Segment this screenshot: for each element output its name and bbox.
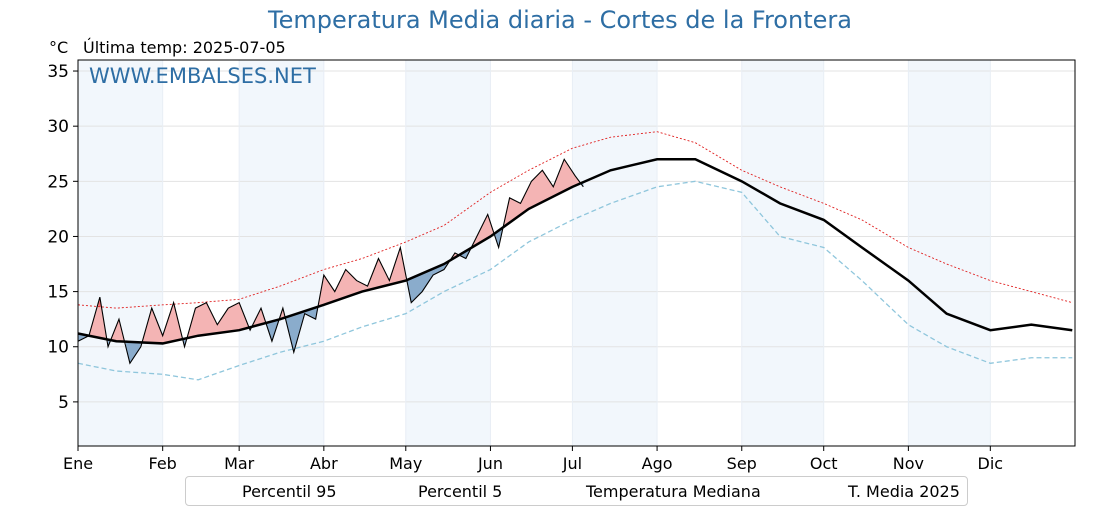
month-band: [908, 60, 991, 446]
fill-above-median: [110, 319, 125, 342]
x-tick-label: Nov: [893, 454, 924, 473]
month-band: [239, 60, 324, 446]
x-tick-label: Ago: [642, 454, 673, 473]
chart-title: Temperatura Media diaria - Cortes de la …: [268, 6, 852, 34]
y-tick-label: 15: [47, 283, 69, 303]
series-line-median: [77, 158, 1073, 345]
fill-above-median: [88, 297, 107, 340]
fill-above-median: [471, 214, 494, 248]
plot-frame: [77, 59, 1076, 447]
x-tick-label: Jul: [562, 454, 582, 473]
month-band: [741, 60, 824, 446]
y-tick-label: 35: [47, 62, 69, 82]
series-line-current: [77, 158, 584, 365]
legend-label-current: T. Media 2025: [848, 481, 960, 501]
series-line-p95: [77, 131, 1073, 309]
fill-below-median: [266, 319, 279, 342]
watermark-text: WWW.EMBALSES.NET: [89, 64, 316, 88]
y-tick-label: 30: [47, 117, 69, 137]
x-tick-label: Abr: [310, 454, 338, 473]
y-tick-label: 20: [47, 227, 69, 247]
y-unit-label: °C: [49, 38, 69, 57]
fill-above-median: [187, 302, 249, 339]
fill-above-median: [318, 247, 406, 307]
x-tick-label: Jun: [477, 454, 503, 473]
fill-above-median: [142, 302, 182, 344]
x-tick-label: Feb: [149, 454, 177, 473]
series-line-p5: [77, 180, 1073, 381]
x-tick-label: Mar: [224, 454, 255, 473]
y-tick-label: 5: [58, 393, 69, 413]
fill-above-median: [504, 159, 581, 227]
x-tick-label: Sep: [727, 454, 757, 473]
month-band: [405, 60, 491, 446]
x-tick-label: Oct: [810, 454, 838, 473]
legend-item-current: T. Media 2025: [798, 479, 960, 503]
chart-legend: Percentil 95 Percentil 5 Temperatura Med…: [185, 476, 968, 506]
y-tick-label: 25: [47, 172, 69, 192]
month-band: [572, 60, 658, 446]
legend-label-median: Temperatura Mediana: [586, 481, 761, 501]
legend-label-p5: Percentil 5: [418, 481, 503, 501]
fill-below-median: [183, 338, 186, 347]
legend-label-p95: Percentil 95: [242, 481, 337, 501]
last-temp-label: Última temp: 2025-07-05: [83, 38, 286, 57]
fill-below-median: [125, 341, 141, 364]
x-tick-label: Ene: [63, 454, 93, 473]
legend-item-p5: Percentil 5: [368, 479, 502, 503]
y-tick-label: 10: [47, 338, 69, 358]
legend-item-p95: Percentil 95: [192, 479, 337, 503]
x-tick-label: May: [389, 454, 422, 473]
legend-item-median: Temperatura Mediana: [536, 479, 761, 503]
month-band: [78, 60, 163, 446]
fill-below-median: [285, 307, 318, 353]
x-tick-label: Dic: [978, 454, 1004, 473]
